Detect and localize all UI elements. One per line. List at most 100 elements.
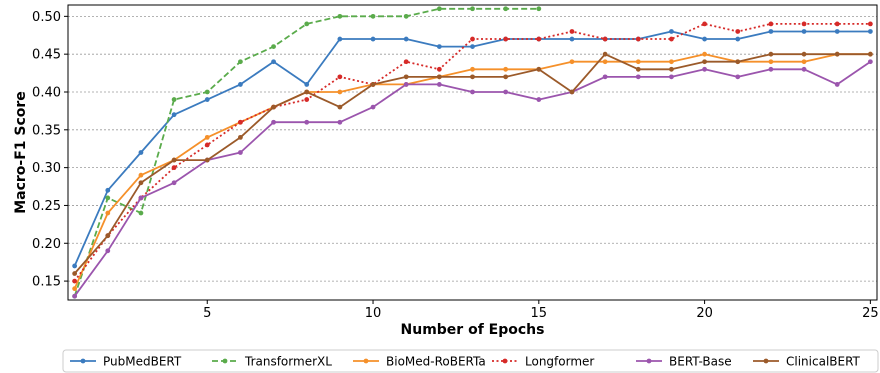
- data-point: [403, 36, 409, 42]
- y-axis-title: Macro-F1 Score: [13, 91, 29, 214]
- data-point: [337, 13, 343, 19]
- data-point: [403, 82, 409, 87]
- data-point: [105, 233, 111, 239]
- data-point: [536, 6, 542, 12]
- legend-label: TransformerXL: [244, 355, 332, 369]
- data-point: [271, 104, 276, 110]
- data-point: [602, 59, 608, 65]
- data-point: [801, 66, 807, 72]
- data-point: [834, 29, 840, 34]
- data-point: [337, 119, 343, 125]
- data-point: [204, 157, 210, 163]
- legend-marker: [222, 358, 228, 364]
- series-clinicalbert: [72, 51, 873, 276]
- data-point: [204, 134, 210, 140]
- data-point: [436, 6, 442, 12]
- data-point: [138, 172, 144, 178]
- series-pubmedbert: [72, 29, 873, 269]
- legend-marker: [763, 358, 769, 364]
- legend-entry: Longformer: [492, 355, 594, 369]
- data-point: [72, 271, 78, 276]
- data-point: [271, 59, 276, 65]
- data-point: [669, 74, 674, 80]
- legend-marker: [646, 358, 652, 364]
- legend-entry: BioMed-RoBERTa: [353, 355, 486, 369]
- data-point: [403, 74, 409, 80]
- data-point: [569, 89, 575, 95]
- data-point: [702, 51, 707, 57]
- data-point: [569, 29, 575, 34]
- legend-label: Longformer: [525, 355, 594, 369]
- legend-label: PubMedBERT: [103, 355, 182, 369]
- data-point: [72, 263, 78, 269]
- data-point: [204, 89, 210, 95]
- x-axis-title: Number of Epochs: [401, 322, 545, 338]
- data-point: [238, 150, 243, 155]
- data-point: [470, 44, 475, 50]
- data-point: [72, 293, 78, 299]
- data-point: [768, 66, 774, 72]
- data-point: [271, 119, 276, 125]
- legend-marker: [80, 358, 86, 364]
- series-line: [73, 53, 871, 275]
- data-point: [602, 36, 608, 42]
- data-point: [337, 104, 343, 110]
- data-point: [503, 74, 509, 80]
- series-longformer: [72, 21, 873, 284]
- data-point: [801, 29, 807, 34]
- x-tick-label: 10: [365, 306, 382, 321]
- data-point: [72, 278, 78, 284]
- y-tick-label: 0.35: [32, 123, 61, 138]
- data-point: [801, 51, 807, 57]
- data-point: [304, 21, 310, 27]
- data-point: [669, 59, 674, 65]
- series-line: [73, 60, 871, 297]
- data-point: [635, 36, 641, 42]
- data-point: [138, 210, 144, 216]
- data-point: [867, 51, 873, 57]
- data-point: [105, 187, 111, 193]
- data-point: [569, 36, 575, 42]
- data-point: [171, 112, 177, 118]
- legend-marker: [363, 358, 369, 364]
- series-bert-base: [72, 59, 873, 299]
- x-tick-label: 15: [531, 306, 548, 321]
- data-point: [304, 119, 310, 125]
- data-point: [436, 74, 442, 80]
- data-point: [138, 150, 144, 155]
- data-point: [138, 195, 144, 201]
- data-point: [867, 21, 873, 27]
- data-point: [171, 165, 177, 171]
- data-point: [635, 59, 641, 65]
- series-line: [73, 53, 871, 290]
- data-point: [801, 21, 807, 27]
- legend-box: [62, 349, 879, 373]
- data-point: [768, 29, 774, 34]
- data-point: [569, 59, 575, 65]
- data-point: [105, 210, 111, 216]
- data-point: [304, 82, 310, 87]
- legend-label: BERT-Base: [669, 355, 732, 369]
- data-point: [669, 29, 674, 34]
- data-point: [801, 59, 807, 65]
- data-point: [834, 51, 840, 57]
- data-point: [403, 13, 409, 19]
- legend-entry: ClinicalBERT: [753, 355, 861, 369]
- legend: PubMedBERT TransformerXL BioMed-RoBERTa Lon…: [62, 349, 879, 373]
- data-point: [768, 59, 774, 65]
- series-line: [73, 30, 871, 267]
- y-tick-label: 0.50: [32, 10, 61, 25]
- y-tick-label: 0.20: [32, 237, 61, 252]
- x-tick-label: 20: [696, 306, 713, 321]
- y-tick-label: 0.40: [32, 85, 61, 100]
- data-point: [735, 36, 741, 42]
- data-point: [370, 104, 376, 110]
- data-point: [171, 97, 177, 102]
- data-point: [470, 66, 475, 72]
- series-lines: [72, 6, 873, 299]
- data-point: [370, 82, 376, 87]
- data-point: [470, 36, 475, 42]
- data-point: [271, 44, 276, 50]
- x-tick-label: 25: [862, 306, 879, 321]
- data-point: [470, 6, 475, 12]
